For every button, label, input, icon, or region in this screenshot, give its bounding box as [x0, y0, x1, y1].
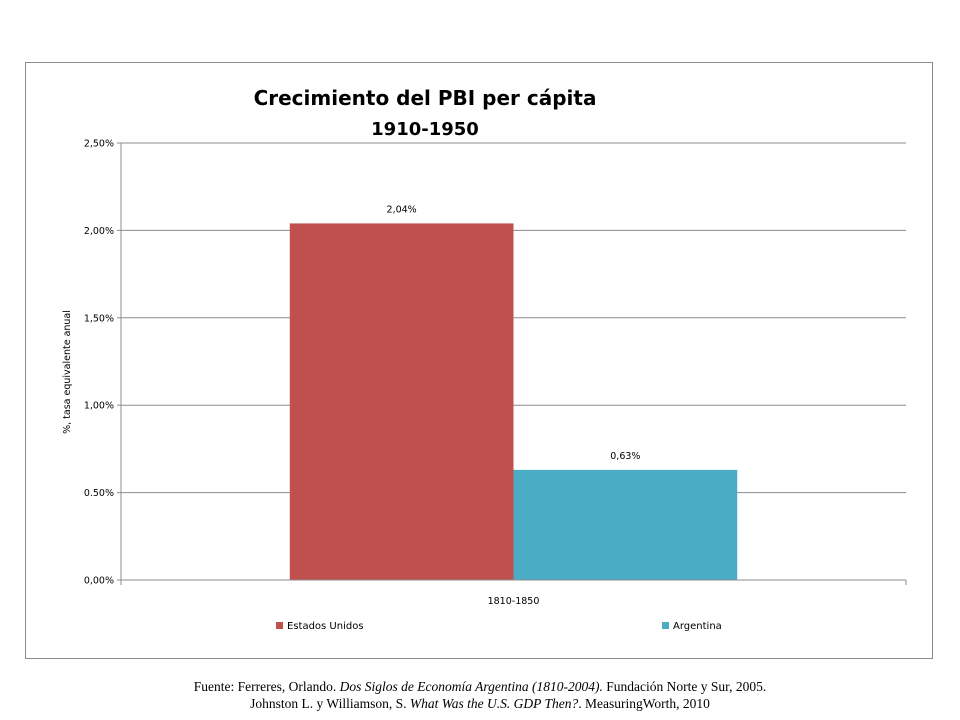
legend: Estados Unidos Argentina [276, 621, 722, 632]
chart-frame: Crecimiento del PBI per cápita 1910-1950… [25, 62, 933, 659]
source-publisher-2: . MeasuringWorth, 2010 [578, 696, 710, 711]
legend-swatch [662, 622, 669, 629]
data-label: 0,63% [610, 451, 640, 462]
y-tick-label: 2,50% [84, 139, 114, 150]
data-label: 2,04% [387, 204, 417, 215]
source-publisher: Fundación Norte y Sur, 2005. [602, 679, 767, 694]
legend-label: Estados Unidos [287, 621, 364, 632]
bar-argentina [513, 469, 738, 580]
x-category-label: 1810-1850 [488, 596, 540, 607]
source-title-2: What Was the U.S. GDP Then? [409, 696, 579, 711]
y-tick-label: 1,00% [84, 401, 114, 412]
bars: 2,04% 0,63% [289, 204, 738, 580]
y-tick-label: 0.50% [84, 488, 114, 499]
chart-title: Crecimiento del PBI per cápita [254, 86, 597, 110]
source-line-2: Johnston L. y Williamson, S. What Was th… [0, 695, 960, 712]
source-line-1: Fuente: Ferreres, Orlando. Dos Siglos de… [0, 678, 960, 695]
y-tick-label: 1,50% [84, 313, 114, 324]
chart-subtitle: 1910-1950 [371, 119, 479, 140]
bar-chart: Crecimiento del PBI per cápita 1910-1950… [62, 86, 907, 632]
y-tick-label: 2,00% [84, 226, 114, 237]
source-author: Fuente: Ferreres, Orlando. [193, 679, 340, 694]
legend-label: Argentina [673, 621, 722, 632]
legend-swatch [276, 622, 283, 629]
axes: 0,00% 0.50% 1,00% 1,50% 2,00% 2,50% 1810-1850 [84, 139, 907, 607]
source-citation: Fuente: Ferreres, Orlando. Dos Siglos de… [0, 678, 960, 712]
source-author-2: Johnston L. y Williamson, S. [250, 696, 410, 711]
bar-estados-unidos [289, 223, 514, 580]
source-title: Dos Siglos de Economía Argentina (1810-2… [339, 679, 603, 694]
y-axis-label: %, tasa equivalente anual [62, 310, 73, 434]
y-tick-label: 0,00% [84, 576, 114, 587]
